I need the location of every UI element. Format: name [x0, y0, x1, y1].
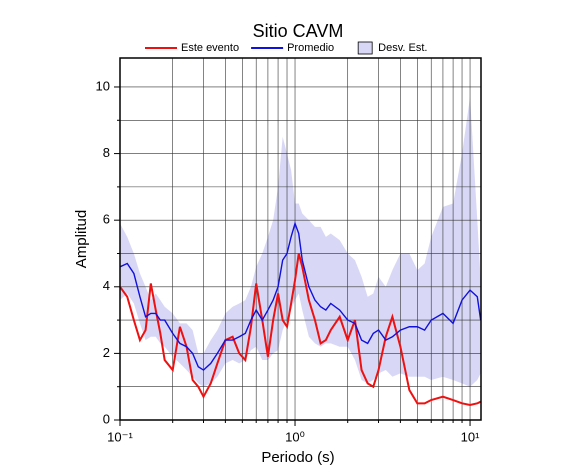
y-axis-label: Amplitud: [73, 210, 90, 268]
y-tick-label: 10: [96, 78, 110, 93]
plot-frame: [119, 57, 482, 421]
y-tick-label: 6: [103, 212, 110, 227]
x-tick-label: 10¹: [461, 429, 480, 444]
x-axis-label: Periodo (s): [261, 449, 334, 466]
x-tick-label: 10⁰: [285, 429, 305, 444]
x-tick-label: 10⁻¹: [107, 429, 133, 444]
line-series: [119, 253, 482, 407]
y-tick-label: 2: [103, 345, 110, 360]
y-tick-label: 8: [103, 145, 110, 160]
legend-label: Desv. Est.: [378, 42, 427, 54]
line-series: [119, 221, 482, 371]
legend-label: Promedio: [287, 42, 334, 54]
legend-swatch: [357, 41, 373, 55]
y-tick-label: 4: [103, 278, 110, 293]
chart-title: Sitio CAVM: [253, 21, 344, 41]
legend-label: Este evento: [181, 42, 239, 54]
y-tick-label: 0: [103, 411, 110, 426]
